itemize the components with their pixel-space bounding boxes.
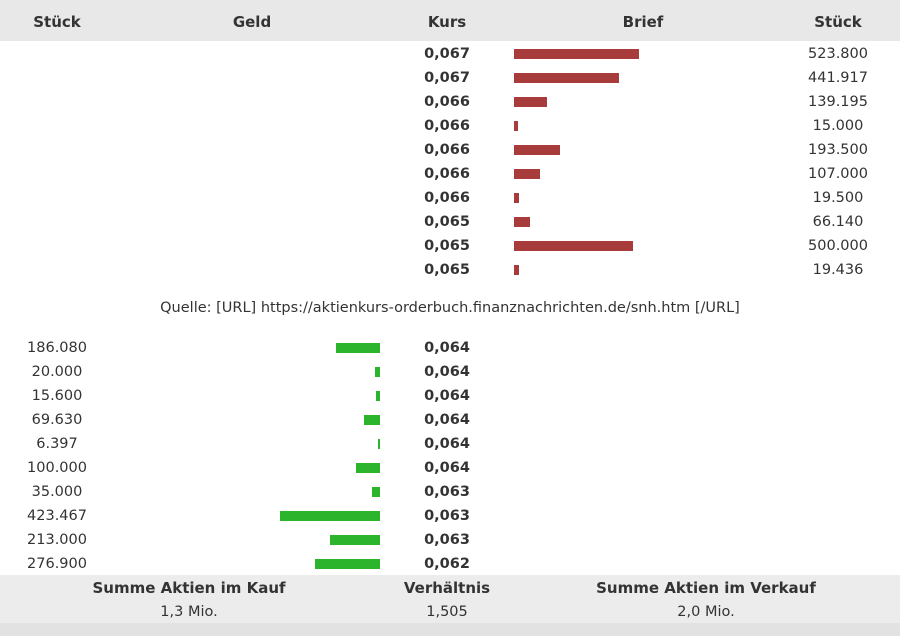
header-price: Kurs	[427, 13, 467, 31]
bid-volume-bar	[330, 535, 380, 545]
bid-quantity: 69.630	[31, 412, 83, 428]
ask-order-row: 0,065 500.000	[0, 234, 900, 258]
bid-order-row: 276.900 0,062	[0, 552, 900, 576]
ask-price: 0,065	[424, 262, 470, 278]
ask-price: 0,066	[424, 142, 470, 158]
bid-quantity: 423.467	[27, 508, 87, 524]
bid-quantity: 276.900	[27, 556, 87, 572]
header-bid-qty: Stück	[33, 13, 81, 31]
summary-ratio: Verhältnis 1,505	[396, 575, 498, 623]
ask-volume-bar	[514, 49, 639, 59]
ask-quantity: 441.917	[808, 70, 868, 86]
bid-price: 0,064	[424, 460, 470, 476]
bid-order-row: 15.600 0,064	[0, 384, 900, 408]
bid-volume-bar	[364, 415, 380, 425]
ask-price: 0,066	[424, 166, 470, 182]
ask-quantity: 15.000	[812, 118, 864, 134]
ask-price: 0,066	[424, 94, 470, 110]
bid-price: 0,064	[424, 388, 470, 404]
ask-price: 0,065	[424, 214, 470, 230]
summary-sell-value: 2,0 Mio.	[677, 604, 735, 620]
ask-price: 0,065	[424, 238, 470, 254]
bid-order-row: 423.467 0,063	[0, 504, 900, 528]
bid-order-row: 69.630 0,064	[0, 408, 900, 432]
bid-price: 0,063	[424, 508, 470, 524]
bid-quantity: 20.000	[31, 364, 83, 380]
bid-quantity: 100.000	[27, 460, 87, 476]
bid-order-row: 186.080 0,064	[0, 336, 900, 360]
bid-price: 0,064	[424, 340, 470, 356]
header-background	[0, 0, 900, 41]
ask-quantity: 193.500	[808, 142, 868, 158]
ask-order-row: 0,066 15.000	[0, 114, 900, 138]
summary-sell: Summe Aktien im Verkauf 2,0 Mio.	[596, 575, 816, 623]
ask-order-row: 0,067 441.917	[0, 66, 900, 90]
summary-ratio-label: Verhältnis	[403, 579, 491, 597]
ask-order-row: 0,067 523.800	[0, 42, 900, 66]
ask-price: 0,067	[424, 46, 470, 62]
ask-volume-bar	[514, 193, 519, 203]
ask-price: 0,066	[424, 190, 470, 206]
summary-footer-band	[0, 623, 900, 636]
bid-price: 0,064	[424, 364, 470, 380]
summary-buy-value: 1,3 Mio.	[160, 604, 218, 620]
bid-order-row: 20.000 0,064	[0, 360, 900, 384]
ask-quantity: 19.436	[812, 262, 864, 278]
ask-order-row: 0,066 19.500	[0, 186, 900, 210]
ask-price: 0,067	[424, 70, 470, 86]
bid-volume-bar	[375, 367, 380, 377]
source-note: Quelle: [URL] https://aktienkurs-orderbu…	[160, 300, 740, 316]
bid-order-row: 100.000 0,064	[0, 456, 900, 480]
bid-volume-bar	[280, 511, 380, 521]
ask-order-row: 0,066 107.000	[0, 162, 900, 186]
ask-volume-bar	[514, 217, 530, 227]
header-bid: Geld	[232, 13, 272, 31]
summary-ratio-value: 1,505	[426, 604, 468, 620]
bid-quantity: 35.000	[31, 484, 83, 500]
summary-sell-label: Summe Aktien im Verkauf	[596, 579, 816, 597]
bid-order-row: 213.000 0,063	[0, 528, 900, 552]
ask-quantity: 107.000	[808, 166, 868, 182]
ask-order-row: 0,065 19.436	[0, 258, 900, 282]
ask-quantity: 139.195	[808, 94, 868, 110]
bid-quantity: 6.397	[36, 436, 78, 452]
bid-volume-bar	[376, 391, 380, 401]
ask-volume-bar	[514, 241, 633, 251]
bid-quantity: 213.000	[27, 532, 87, 548]
bid-price: 0,064	[424, 412, 470, 428]
header-ask-qty: Stück	[814, 13, 862, 31]
ask-quantity: 19.500	[812, 190, 864, 206]
header-ask: Brief	[622, 13, 664, 31]
ask-order-row: 0,066 139.195	[0, 90, 900, 114]
summary-buy: Summe Aktien im Kauf 1,3 Mio.	[88, 575, 290, 623]
ask-volume-bar	[514, 97, 547, 107]
bid-order-row: 6.397 0,064	[0, 432, 900, 456]
bid-price: 0,064	[424, 436, 470, 452]
ask-price: 0,066	[424, 118, 470, 134]
bid-order-row: 35.000 0,063	[0, 480, 900, 504]
bid-volume-bar	[315, 559, 380, 569]
ask-volume-bar	[514, 121, 518, 131]
ask-quantity: 523.800	[808, 46, 868, 62]
ask-volume-bar	[514, 145, 560, 155]
ask-order-row: 0,066 193.500	[0, 138, 900, 162]
bid-volume-bar	[356, 463, 380, 473]
bid-volume-bar	[378, 439, 380, 449]
ask-volume-bar	[514, 73, 619, 83]
ask-volume-bar	[514, 169, 540, 179]
ask-quantity: 500.000	[808, 238, 868, 254]
bid-volume-bar	[336, 343, 380, 353]
ask-quantity: 66.140	[812, 214, 864, 230]
orderbook-header: Stück Geld Kurs Brief Stück	[0, 0, 900, 43]
ask-order-row: 0,065 66.140	[0, 210, 900, 234]
bid-quantity: 15.600	[31, 388, 83, 404]
summary-buy-label: Summe Aktien im Kauf	[92, 579, 286, 597]
bid-volume-bar	[372, 487, 380, 497]
ask-volume-bar	[514, 265, 519, 275]
bid-price: 0,063	[424, 532, 470, 548]
bid-price: 0,062	[424, 556, 470, 572]
bid-quantity: 186.080	[27, 340, 87, 356]
bid-price: 0,063	[424, 484, 470, 500]
